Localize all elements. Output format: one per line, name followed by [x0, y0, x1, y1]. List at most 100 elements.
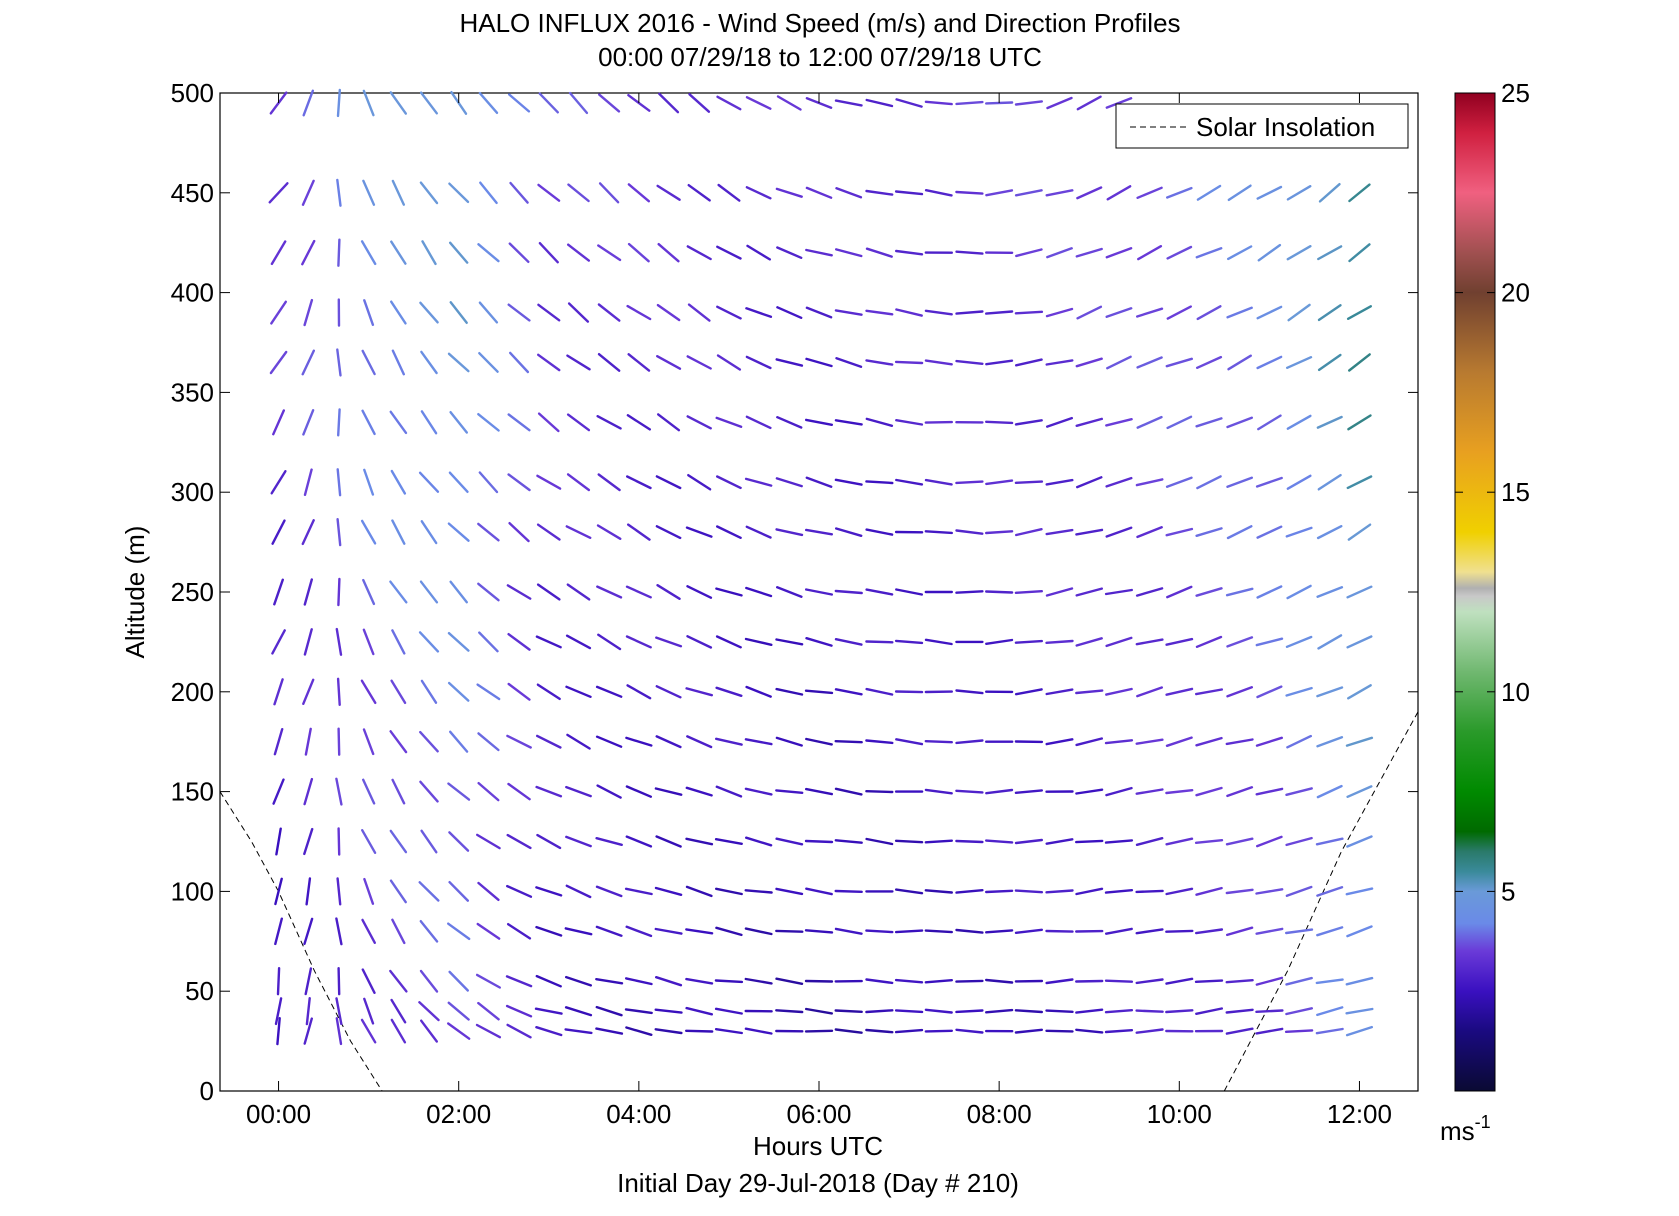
wind-arrow [1166, 245, 1193, 260]
wind-arrow [565, 835, 592, 848]
wind-arrow [1165, 887, 1194, 896]
wind-arrow [595, 837, 623, 846]
wind-arrow [924, 530, 953, 535]
wind-arrow [895, 588, 923, 596]
wind-arrow [449, 411, 468, 434]
wind-arrow [895, 419, 924, 426]
wind-arrow [624, 887, 653, 896]
wind-arrow [1165, 736, 1193, 747]
wind-arrow [1226, 636, 1254, 648]
colorbar-gradient [1454, 92, 1496, 1092]
wind-arrow [1227, 184, 1252, 202]
wind-arrow [1318, 182, 1341, 203]
wind-arrow [1014, 590, 1044, 594]
wind-arrow [596, 585, 623, 599]
wind-arrow [775, 687, 804, 696]
wind-arrow [685, 837, 714, 846]
colorbar: 5 10 15 20 25 ms-1 [1440, 78, 1530, 1146]
wind-arrow [595, 885, 623, 898]
wind-arrow [1255, 1009, 1284, 1013]
wind-arrow [1347, 353, 1371, 372]
wind-arrow [625, 925, 653, 938]
wind-arrow [924, 1029, 953, 1033]
wind-arrow [1045, 359, 1074, 366]
wind-arrow [955, 480, 984, 485]
wind-arrow [1075, 637, 1103, 647]
wind-arrow [1226, 416, 1254, 429]
wind-arrow [715, 785, 743, 798]
wind-arrow [865, 1028, 894, 1034]
wind-arrow [268, 182, 289, 204]
wind-arrow [303, 578, 313, 606]
wind-arrow [744, 927, 773, 936]
wind-arrow [447, 1001, 470, 1021]
wind-arrow [476, 683, 501, 701]
wind-arrow [419, 181, 439, 205]
wind-arrow [1104, 889, 1134, 894]
wind-arrow [1345, 1007, 1374, 1015]
wind-arrow [1014, 480, 1044, 484]
wind-arrow [1255, 637, 1284, 647]
wind-arrow [1286, 244, 1312, 261]
wind-arrow [535, 785, 563, 798]
wind-arrow [1165, 929, 1194, 933]
wind-arrow [337, 408, 341, 437]
wind-arrow [1196, 305, 1222, 321]
wind-arrow [924, 188, 953, 197]
wind-arrow [1195, 527, 1223, 537]
wind-arrow [1136, 186, 1163, 200]
wind-arrow [419, 969, 439, 993]
wind-arrow [1045, 478, 1074, 486]
colorbar-unit: ms-1 [1440, 1112, 1491, 1146]
wind-arrow [955, 100, 984, 106]
wind-arrow [420, 520, 438, 545]
wind-arrow [477, 881, 500, 901]
wind-arrow [505, 1004, 533, 1018]
wind-arrow [1136, 356, 1163, 369]
wind-arrow [744, 977, 773, 985]
wind-arrow [716, 245, 742, 260]
wind-arrow [449, 241, 469, 264]
wind-arrow [625, 1026, 653, 1037]
wind-arrow [1284, 928, 1314, 935]
wind-arrow [746, 244, 771, 261]
wind-arrow [715, 887, 743, 896]
wind-arrow [775, 837, 804, 846]
wind-arrow [955, 889, 984, 894]
wind-arrow [835, 357, 863, 368]
wind-arrow [475, 973, 501, 989]
wind-arrow [924, 1008, 953, 1014]
wind-arrow [1256, 525, 1283, 539]
wind-arrow [420, 1019, 438, 1043]
wind-arrow [538, 241, 559, 264]
wind-arrow [745, 836, 773, 847]
wind-arrow [565, 634, 592, 650]
wind-arrow [1315, 978, 1344, 985]
wind-arrow [1014, 838, 1044, 845]
wind-arrow [1075, 247, 1103, 258]
wind-arrow [776, 586, 803, 598]
wind-arrow [475, 1023, 502, 1039]
wind-arrow [335, 627, 343, 656]
wind-arrow [834, 787, 863, 796]
wind-arrow [1104, 1028, 1134, 1034]
wind-arrow [655, 976, 683, 987]
wind-arrow [420, 829, 438, 854]
wind-arrow [894, 1028, 924, 1034]
wind-arrow [505, 975, 533, 988]
wind-arrow [658, 92, 680, 114]
wind-arrow [391, 349, 405, 376]
wind-arrow [390, 300, 407, 325]
wind-arrow [1255, 976, 1284, 986]
wind-arrow [744, 1027, 773, 1035]
wind-arrow [303, 917, 314, 945]
wind-arrow [477, 413, 500, 432]
wind-arrow [1104, 739, 1134, 745]
wind-arrow [715, 737, 743, 746]
wind-arrow [1105, 476, 1133, 488]
wind-arrow [1165, 789, 1194, 795]
wind-arrow [865, 687, 894, 696]
wind-arrow [1316, 926, 1344, 937]
wind-arrow [304, 967, 313, 996]
wind-arrow [421, 240, 437, 266]
